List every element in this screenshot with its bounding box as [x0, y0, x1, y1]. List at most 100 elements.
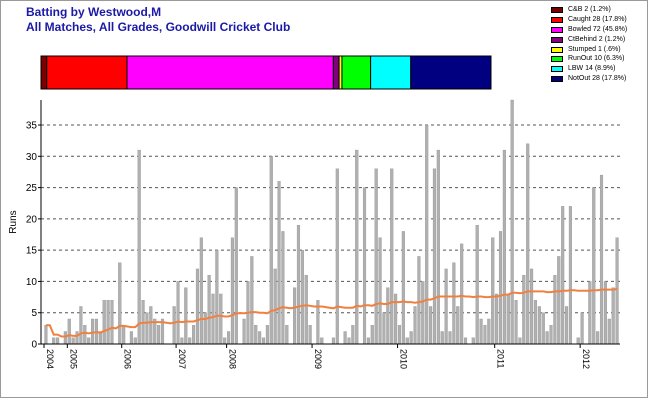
run-bar	[207, 275, 211, 345]
y-tick-label: 15	[26, 246, 38, 257]
y-tick-label: 5	[31, 308, 37, 319]
legend-label: NotOut 28 (17.8%)	[568, 75, 627, 83]
legend-swatch	[551, 26, 563, 33]
run-bar	[91, 318, 95, 345]
run-bar	[215, 250, 219, 345]
run-bar	[541, 312, 545, 345]
run-bar	[308, 325, 312, 345]
dismissal-segment-2	[126, 55, 334, 90]
run-bar	[199, 237, 203, 345]
run-bar	[176, 281, 180, 345]
legend-label: Caught 28 (17.8%)	[568, 15, 627, 23]
legend-swatch	[551, 36, 563, 43]
legend-label: Bowled 72 (45.8%)	[568, 25, 628, 33]
run-bar	[261, 337, 266, 345]
run-bar	[335, 168, 339, 345]
run-bar	[599, 174, 604, 345]
run-bar	[397, 325, 402, 345]
chart-subtitle: All Matches, All Grades, Goodwill Cricke…	[26, 20, 291, 34]
run-bar	[436, 149, 440, 345]
legend-swatch	[551, 66, 563, 73]
run-bar	[343, 331, 347, 345]
run-bar	[351, 325, 355, 345]
legend-label: Stumped 1 (.6%)	[568, 45, 621, 53]
run-bar	[425, 124, 429, 345]
run-bar	[320, 337, 324, 345]
run-bar	[281, 231, 285, 345]
run-bar	[440, 331, 444, 345]
run-bar	[471, 337, 475, 345]
run-bar	[180, 337, 184, 345]
run-bar	[378, 237, 382, 345]
run-bar	[510, 99, 514, 345]
x-tick-label: 2009	[313, 349, 323, 369]
x-tick-label: 2005	[68, 349, 78, 369]
run-bar	[549, 325, 553, 345]
legend-label: RunOut 10 (6.3%)	[568, 55, 625, 63]
run-bar	[118, 262, 122, 345]
run-bar	[265, 325, 269, 345]
run-bar	[409, 331, 413, 345]
run-bar	[157, 325, 161, 345]
run-bar	[382, 312, 386, 345]
run-bar	[611, 287, 615, 345]
y-tick-label: 20	[26, 214, 38, 225]
run-bar	[596, 331, 600, 345]
run-bar	[63, 331, 67, 345]
legend-swatch	[551, 16, 563, 23]
run-bar	[615, 237, 619, 345]
run-bar	[475, 224, 479, 345]
run-bar	[603, 281, 607, 345]
y-axis-label: Runs	[8, 210, 19, 233]
dismissal-segment-1	[46, 55, 128, 90]
legend-swatch	[551, 7, 563, 13]
x-tick-label: 2007	[177, 349, 187, 369]
run-bar	[258, 331, 262, 345]
run-bar	[277, 181, 281, 345]
run-bar	[502, 149, 506, 345]
x-tick-label: 2011	[496, 349, 506, 368]
run-bar	[192, 325, 196, 345]
run-bar	[421, 281, 425, 345]
run-bar	[460, 243, 464, 345]
run-bar	[226, 331, 231, 345]
x-tick-label: 2008	[228, 349, 238, 369]
legend-swatch	[551, 46, 563, 53]
run-bar	[576, 337, 580, 345]
run-bar	[522, 275, 526, 345]
run-bar	[374, 168, 378, 345]
run-bar	[530, 268, 534, 345]
run-bar	[110, 300, 114, 345]
run-bar	[285, 325, 289, 345]
run-bar	[370, 325, 374, 345]
x-tick-label: 2012	[581, 349, 591, 369]
run-bar	[293, 287, 297, 345]
run-bar	[495, 293, 499, 345]
run-bar	[230, 237, 234, 345]
run-bar	[219, 293, 223, 345]
run-bar	[568, 206, 572, 345]
run-bar	[413, 306, 417, 345]
dismissal-segment-0	[40, 55, 48, 90]
run-bar	[479, 318, 483, 345]
run-bar	[448, 331, 452, 345]
dismissal-segment-5	[341, 55, 372, 90]
run-bar	[269, 156, 273, 345]
x-tick-label: 2010	[399, 349, 409, 369]
run-bar	[331, 337, 335, 345]
run-bar	[79, 306, 83, 345]
run-bar	[106, 300, 110, 345]
run-bar	[429, 306, 433, 345]
run-bar	[44, 325, 48, 345]
run-bar	[401, 231, 405, 345]
run-bar	[545, 331, 549, 345]
y-tick-label: 10	[26, 277, 38, 288]
run-bar	[537, 306, 541, 345]
run-bar	[452, 262, 456, 345]
run-bar	[234, 187, 238, 345]
run-bar	[405, 337, 409, 345]
run-bar	[300, 250, 304, 345]
legend-swatch	[551, 76, 563, 83]
chart-title: Batting by Westwood,M	[26, 5, 162, 19]
